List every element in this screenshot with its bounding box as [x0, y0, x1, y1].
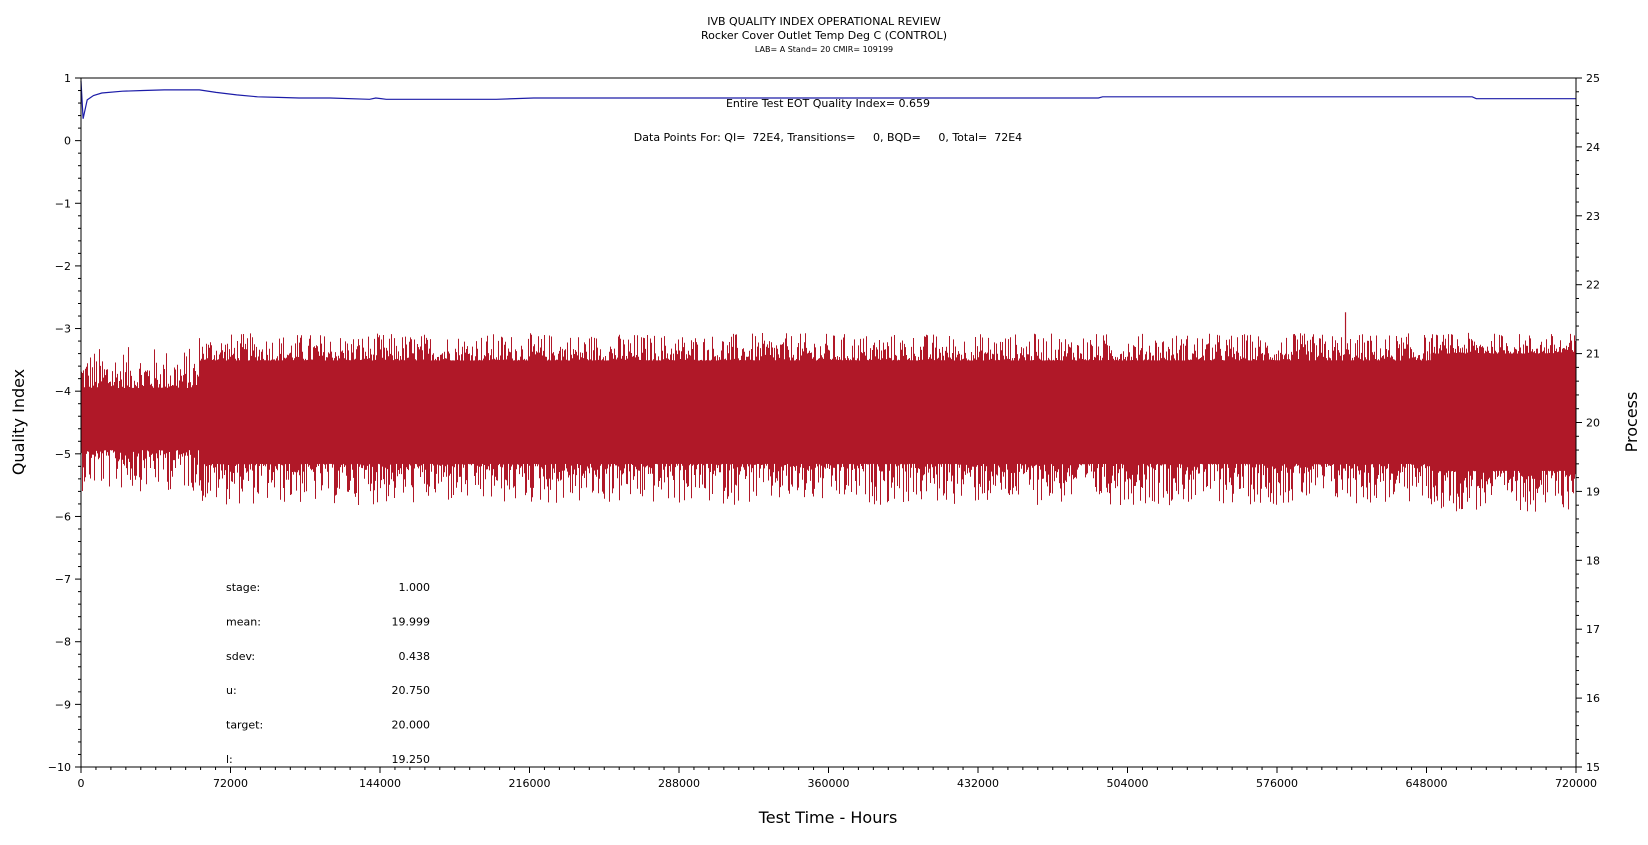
data-points-annotation: Data Points For: QI= 72E4, Transitions= … [634, 131, 1022, 144]
stat-label: sdev: [226, 650, 255, 663]
y-left-tick-label: −10 [48, 761, 71, 774]
process-noise [1431, 332, 1576, 512]
chart-subtitle-2: LAB= A Stand= 20 CMIR= 109199 [755, 45, 893, 54]
eot-quality-index-annotation: Entire Test EOT Quality Index= 0.659 [726, 97, 930, 110]
y-left-tick-label: −5 [55, 448, 71, 461]
chart-subtitle: Rocker Cover Outlet Temp Deg C (CONTROL) [701, 29, 947, 42]
stat-label: l: [226, 753, 233, 766]
stat-value: 20.000 [392, 719, 431, 732]
x-tick-label: 0 [78, 777, 85, 790]
y-right-tick-label: 25 [1586, 72, 1600, 85]
y-right-tick-label: 18 [1586, 554, 1600, 567]
y-left-tick-label: −8 [55, 636, 71, 649]
x-tick-label: 360000 [808, 777, 850, 790]
stat-label: u: [226, 684, 237, 697]
y-right-tick-label: 23 [1586, 210, 1600, 223]
y-right-tick-label: 20 [1586, 417, 1600, 430]
stat-label: target: [226, 719, 263, 732]
y-axis-right-label: Process [1622, 392, 1641, 453]
x-tick-label: 72000 [213, 777, 248, 790]
y-right-tick-label: 19 [1586, 485, 1600, 498]
y-left-tick-label: −6 [55, 510, 71, 523]
x-tick-label: 576000 [1256, 777, 1298, 790]
x-tick-label: 432000 [957, 777, 999, 790]
quality-index-line [80, 81, 1576, 119]
y-right-tick-label: 24 [1586, 141, 1600, 154]
x-tick-label: 288000 [658, 777, 700, 790]
y-right-tick-label: 17 [1586, 623, 1600, 636]
x-tick-label: 216000 [509, 777, 551, 790]
stat-label: stage: [226, 581, 260, 594]
y-axis-right: 25 24 23 22 21 20 19 18 17 16 15 [1576, 72, 1600, 774]
y-left-tick-label: −4 [55, 385, 71, 398]
stat-value: 20.750 [392, 684, 431, 697]
y-left-tick-label: 0 [64, 135, 71, 148]
y-left-tick-label: −7 [55, 573, 71, 586]
y-right-tick-label: 21 [1586, 348, 1600, 361]
y-axis-left: 1 0 −1 −2 −3 −4 −5 −6 −7 −8 −9 −10 [48, 72, 81, 774]
y-left-tick-label: 1 [64, 72, 71, 85]
y-left-tick-label: −2 [55, 260, 71, 273]
stat-value: 19.999 [392, 615, 431, 628]
stats-block: stage: 1.000 mean: 19.999 sdev: 0.438 u: 20.750… [226, 581, 430, 766]
stat-value: 19.250 [392, 753, 431, 766]
stat-value: 0.438 [399, 650, 431, 663]
x-tick-label: 720000 [1555, 777, 1597, 790]
process-noise [81, 347, 199, 492]
x-axis-label: Test Time - Hours [758, 808, 898, 827]
y-left-tick-label: −3 [55, 323, 71, 336]
process-noise [199, 333, 1431, 506]
y-left-tick-label: −9 [55, 698, 71, 711]
x-tick-label: 144000 [359, 777, 401, 790]
process-series [81, 312, 1576, 512]
x-axis: 0 72000 144000 216000 288000 360000 432000 5040… [78, 767, 1597, 790]
y-axis-left-label: Quality Index [9, 369, 28, 475]
y-left-tick-label: −1 [55, 197, 71, 210]
y-right-tick-label: 22 [1586, 279, 1600, 292]
y-right-tick-label: 16 [1586, 692, 1600, 705]
y-right-tick-label: 15 [1586, 761, 1600, 774]
stat-label: mean: [226, 615, 261, 628]
x-tick-label: 648000 [1406, 777, 1448, 790]
stat-value: 1.000 [399, 581, 431, 594]
chart-title: IVB QUALITY INDEX OPERATIONAL REVIEW [707, 15, 941, 28]
x-tick-label: 504000 [1107, 777, 1149, 790]
